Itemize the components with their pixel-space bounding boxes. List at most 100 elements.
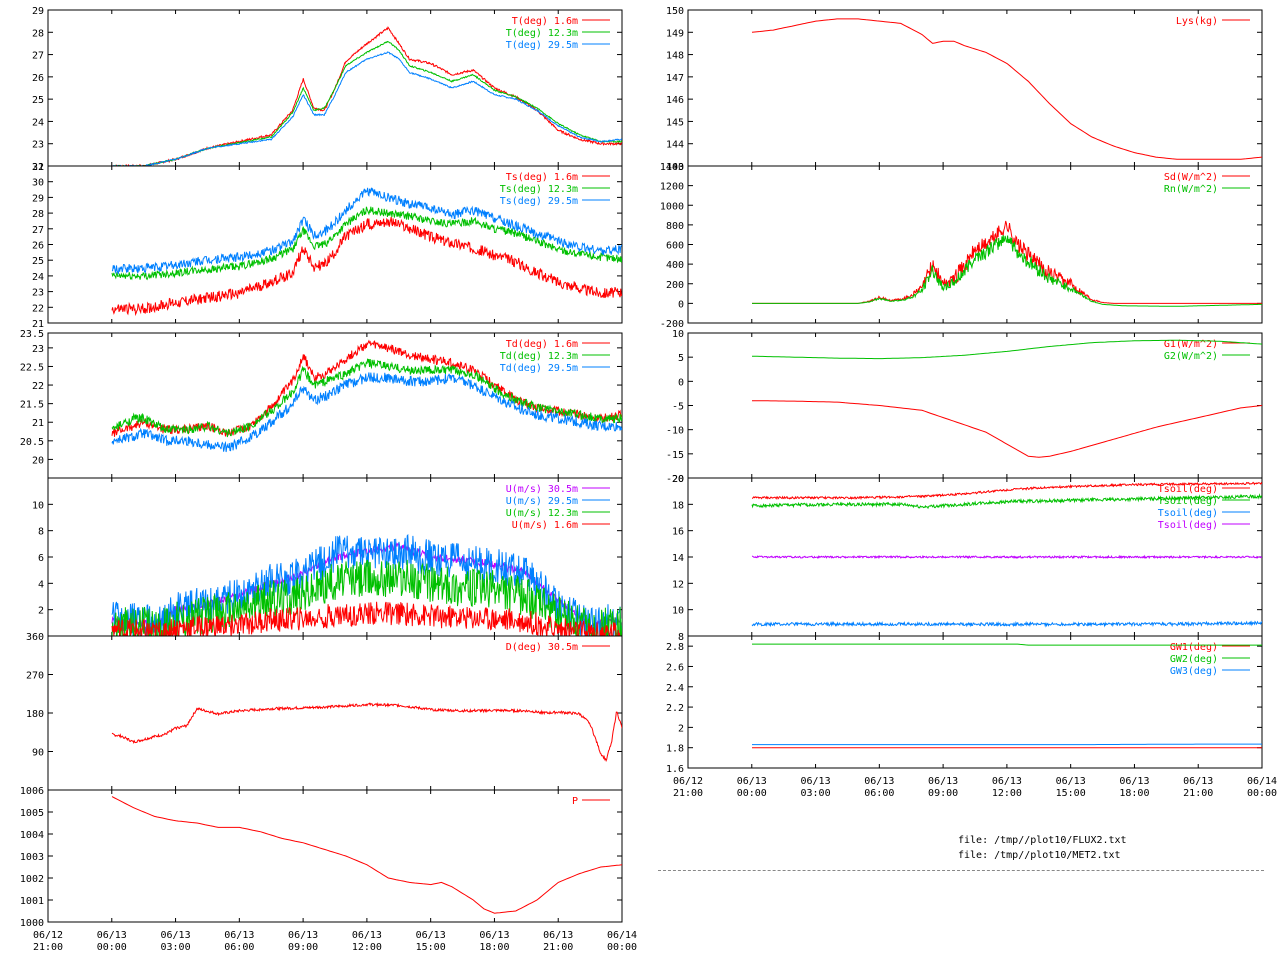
chart-panel-8: -20 -15 -10 -5 0 5 10 G1(W/m^2)G2(W/m^2): [666, 329, 1263, 485]
y-tick-label: 23.5: [20, 329, 44, 340]
y-tick-label: 143: [666, 162, 684, 173]
y-tick-label: 23: [32, 140, 44, 151]
x-tick-label-date: 06/13: [1119, 776, 1149, 787]
series-line-magenta: [751, 554, 1262, 560]
y-tick-label: 146: [666, 95, 684, 106]
y-tick-label: -10: [666, 426, 684, 437]
series-line-green: [751, 339, 1262, 360]
chart-panel-4: 90 180 270 360 D(deg) 30.5m: [26, 632, 623, 791]
y-tick-label: 10: [672, 329, 684, 340]
y-tick-label: 145: [666, 117, 684, 128]
series-line-green: [111, 358, 622, 438]
series-line-red: [752, 220, 1262, 304]
y-tick-label: 27: [32, 51, 44, 62]
y-tick-label: 2.2: [666, 703, 684, 714]
y-tick-label: 20.5: [20, 437, 44, 448]
footer-file-flux: file: /tmp//plot10/FLUX2.txt: [958, 835, 1127, 846]
y-tick-label: 1001: [20, 896, 44, 907]
y-tick-label: 24: [32, 117, 44, 128]
y-tick-label: 1005: [20, 808, 44, 819]
legend-label: Ts(deg) 29.5m: [500, 196, 578, 207]
legend-label: Tsoil(deg): [1158, 520, 1218, 531]
y-tick-label: 12: [672, 579, 684, 590]
legend-label: D(deg) 30.5m: [506, 642, 578, 653]
y-tick-label: 18: [672, 500, 684, 511]
series-line-blue: [111, 187, 622, 275]
series-line-green: [752, 235, 1262, 307]
series-line-blue: [752, 743, 1262, 746]
x-tick-label-time: 21:00: [673, 788, 703, 799]
series-line-blue: [112, 51, 622, 166]
y-tick-label: 4: [38, 579, 44, 590]
y-tick-label: 22.5: [20, 362, 44, 373]
legend-label: GW1(deg): [1170, 642, 1218, 653]
series-line-red: [111, 339, 622, 437]
series-line-green: [111, 40, 622, 166]
chart-panel-6: 143 144 145 146 147 148 149 150 Lys(kg): [666, 6, 1263, 173]
y-tick-label: 2: [38, 606, 44, 617]
x-tick-label-time: 03:00: [801, 788, 831, 799]
y-tick-label: 1200: [660, 182, 684, 193]
y-tick-label: 400: [666, 260, 684, 271]
x-tick-label-date: 06/13: [801, 776, 831, 787]
legend-label: Td(deg) 29.5m: [500, 363, 578, 374]
y-tick-label: 147: [666, 73, 684, 84]
y-tick-label: 1400: [660, 162, 684, 173]
chart-panel-5: 1000 1001 1002 1003 1004 1005 1006 P: [20, 786, 623, 929]
y-tick-label: 20: [32, 455, 44, 466]
legend-label: Td(deg) 12.3m: [500, 351, 578, 362]
y-tick-label: 1003: [20, 852, 44, 863]
y-tick-label: 149: [666, 28, 684, 39]
series-line-red: [752, 481, 1262, 501]
y-tick-label: 20: [672, 474, 684, 485]
y-tick-label: 23: [32, 288, 44, 299]
series-line-red: [752, 400, 1262, 458]
x-tick-label-time: 00:00: [607, 942, 637, 953]
legend-label: GW2(deg): [1170, 654, 1218, 665]
legend-label: Tsoil(deg): [1158, 484, 1218, 495]
chart-panel-0: 22 23 24 25 26 27 28 29 T(deg) 1.6mT(deg) 12.3mT…: [32, 6, 623, 173]
y-tick-label: 16: [672, 527, 684, 538]
x-tick-label-time: 06:00: [224, 942, 254, 953]
x-tick-label-time: 21:00: [1183, 788, 1213, 799]
x-tick-label-time: 12:00: [992, 788, 1022, 799]
x-tick-label-date: 06/13: [288, 930, 318, 941]
chart-panel-9: 8101214161820Tsoil(deg)Tsoil(deg)Tsoil(d…: [672, 474, 1263, 643]
legend-label: Tsoil(deg): [1158, 496, 1218, 507]
y-tick-label: -5: [672, 402, 684, 413]
x-tick-label-time: 15:00: [1056, 788, 1086, 799]
x-tick-label-time: 03:00: [161, 942, 191, 953]
y-tick-label: 0: [678, 299, 684, 310]
y-tick-label: -20: [666, 474, 684, 485]
x-tick-label-time: 18:00: [479, 942, 509, 953]
series-line-green: [752, 643, 1262, 646]
legend-label: Lys(kg): [1176, 16, 1218, 27]
x-tick-label-time: 15:00: [416, 942, 446, 953]
x-tick-label-time: 09:00: [928, 788, 958, 799]
y-tick-label: 0: [678, 377, 684, 388]
y-tick-label: 6: [38, 553, 44, 564]
chart-panel-7: -200 0 200 400 600 800 1000 1200 1400 Sd(W/m^2)Rn…: [660, 162, 1263, 330]
panel-frame: [47, 789, 623, 923]
y-tick-label: 5: [678, 353, 684, 364]
x-tick-label-time: 21:00: [543, 942, 573, 953]
chart-panel-10: 1.6 1.8 2 2.2 2.4 2.6 2.8 GW1(deg)GW2(deg)GW3(d…: [666, 635, 1263, 775]
y-tick-label: 2.4: [666, 683, 684, 694]
x-tick-label-time: 06:00: [864, 788, 894, 799]
y-tick-label: 10: [32, 500, 44, 511]
x-tick-label-date: 06/13: [161, 930, 191, 941]
series-line-red: [111, 601, 621, 636]
y-tick-label: 270: [26, 671, 44, 682]
y-tick-label: 29: [32, 6, 44, 17]
y-tick-label: 600: [666, 241, 684, 252]
y-tick-label: 1004: [20, 830, 44, 841]
y-tick-label: 24: [32, 272, 44, 283]
y-tick-label: 26: [32, 241, 44, 252]
x-tick-label-date: 06/13: [352, 930, 382, 941]
legend-label: Rn(W/m^2): [1164, 184, 1218, 195]
x-tick-label-date: 06/13: [992, 776, 1022, 787]
x-tick-label-time: 09:00: [288, 942, 318, 953]
series-line-blue: [751, 620, 1262, 628]
x-tick-label-date: 06/13: [1056, 776, 1086, 787]
